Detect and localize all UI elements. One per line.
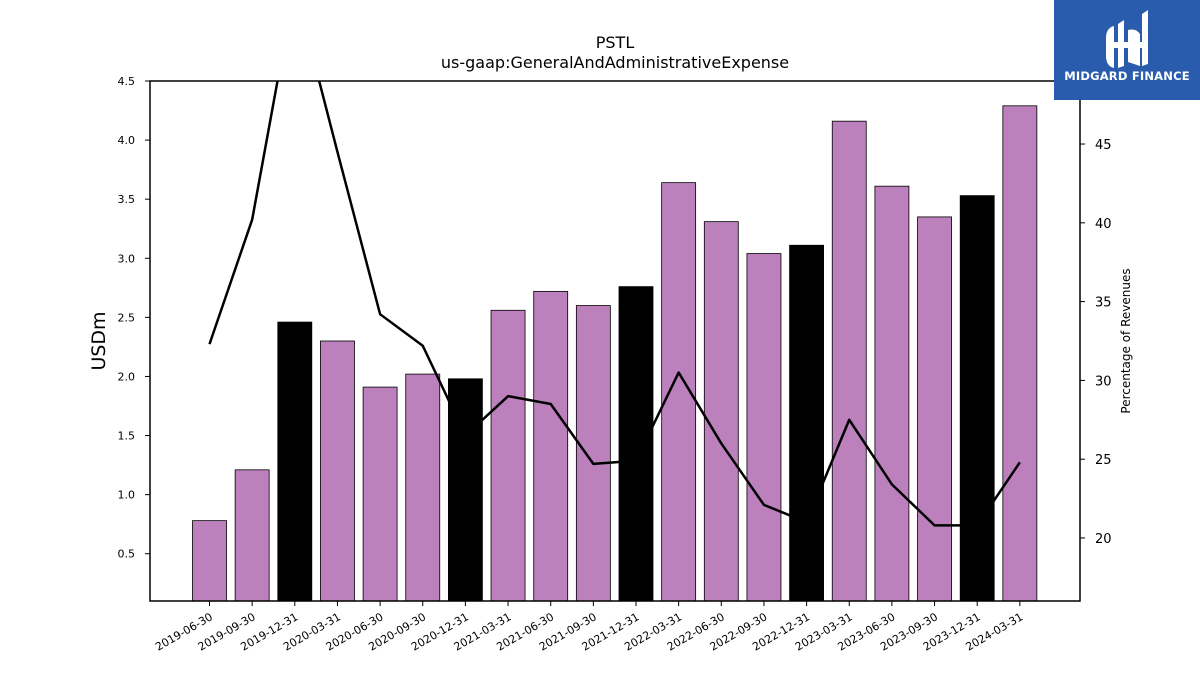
- y-tick-label: 4.0: [118, 134, 136, 147]
- y-right-tick-label: 40: [1095, 217, 1112, 232]
- bar-2019-06-30: [192, 520, 227, 602]
- bar-2020-12-31: [447, 378, 483, 602]
- bar-2020-03-31: [320, 340, 355, 602]
- bar-2021-03-31: [490, 309, 526, 602]
- bar-2019-09-30: [234, 469, 270, 602]
- bar-2020-06-30: [362, 386, 398, 602]
- y-right-tick-label: 25: [1095, 453, 1112, 468]
- y-axis-label: USDm: [88, 311, 110, 370]
- x-axis: 2019-06-302019-09-302019-12-312020-03-31…: [153, 601, 1025, 654]
- y-tick-label: 2.0: [118, 370, 136, 383]
- bar-2022-06-30: [703, 221, 739, 602]
- bar-2023-09-30: [917, 216, 952, 602]
- y-tick-label: 3.0: [118, 252, 136, 265]
- bar-series: [192, 105, 1038, 602]
- bar-2024-03-31: [1002, 105, 1038, 602]
- chart-title: PSTL: [596, 33, 635, 52]
- bar-2021-12-31: [618, 286, 654, 602]
- bar-2020-09-30: [405, 373, 441, 602]
- bar-2022-12-31: [789, 244, 824, 602]
- percentage-line: [208, 81, 1021, 527]
- y-tick-label: 1.5: [118, 430, 136, 443]
- y-right-tick-label: 35: [1095, 296, 1112, 311]
- chart-subtitle: us-gaap:GeneralAndAdministrativeExpense: [441, 53, 789, 72]
- bar-2023-03-31: [831, 120, 867, 602]
- y-right-tick-label: 20: [1095, 532, 1112, 547]
- midgard-finance-logo: MIDGARD FINANCE: [1054, 0, 1200, 100]
- y-tick-label: 3.5: [118, 193, 136, 206]
- logo-icon: [1106, 10, 1148, 68]
- y-tick-label: 4.5: [118, 75, 136, 88]
- y-right-tick-label: 30: [1095, 374, 1112, 389]
- plot-frame: [149, 80, 1081, 602]
- right-axis: 20 25 30 35 40 45: [1080, 138, 1112, 547]
- y-tick-label: 2.5: [118, 311, 136, 324]
- bar-2021-06-30: [533, 290, 569, 602]
- bar-2023-06-30: [874, 185, 910, 602]
- line-series: [208, 81, 1021, 527]
- y-axis-label-right: Percentage of Revenues: [1119, 268, 1133, 413]
- bar-2023-12-31: [959, 195, 995, 602]
- bar-2019-12-31: [277, 321, 313, 602]
- logo-text: MIDGARD FINANCE: [1064, 69, 1190, 83]
- y-tick-label: 0.5: [118, 548, 136, 561]
- left-axis: 0.5 1.0 1.5 2.0 2.5 3.0 3.5 4.0 4.5: [118, 75, 150, 561]
- bar-2022-09-30: [746, 253, 782, 602]
- y-tick-label: 1.0: [118, 489, 136, 502]
- y-right-tick-label: 45: [1095, 138, 1112, 153]
- bar-2021-09-30: [575, 305, 611, 602]
